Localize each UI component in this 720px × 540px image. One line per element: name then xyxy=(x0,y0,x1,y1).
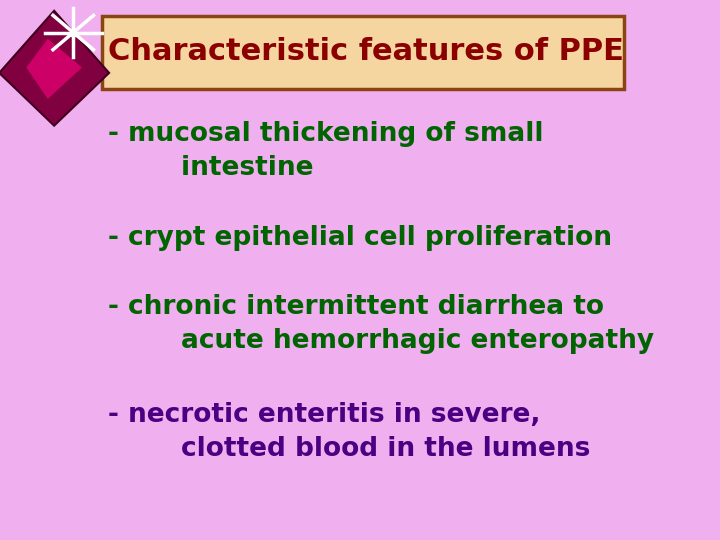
Text: - mucosal thickening of small
        intestine: - mucosal thickening of small intestine xyxy=(108,121,544,181)
Text: - necrotic enteritis in severe,
        clotted blood in the lumens: - necrotic enteritis in severe, clotted … xyxy=(108,402,590,462)
FancyBboxPatch shape xyxy=(102,16,624,89)
Text: - crypt epithelial cell proliferation: - crypt epithelial cell proliferation xyxy=(108,225,612,251)
Polygon shape xyxy=(27,39,82,99)
Text: Characteristic features of PPE: Characteristic features of PPE xyxy=(108,37,624,66)
Polygon shape xyxy=(0,11,109,126)
Text: - chronic intermittent diarrhea to
        acute hemorrhagic enteropathy: - chronic intermittent diarrhea to acute… xyxy=(108,294,654,354)
